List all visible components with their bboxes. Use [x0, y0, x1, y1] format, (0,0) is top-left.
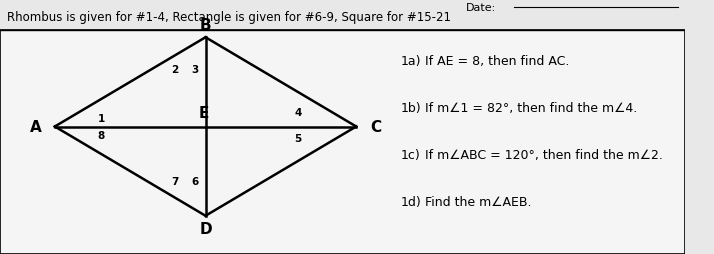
Text: 1b): 1b): [401, 102, 421, 114]
Text: 2: 2: [171, 65, 178, 75]
Text: 4: 4: [294, 108, 302, 118]
Text: C: C: [370, 120, 381, 134]
Text: Date:: Date:: [466, 3, 496, 13]
Text: Find the m∠AEB.: Find the m∠AEB.: [416, 196, 531, 208]
Text: B: B: [200, 18, 211, 33]
Text: 3: 3: [191, 65, 199, 75]
Text: 1c): 1c): [401, 149, 421, 161]
Text: 1: 1: [98, 113, 105, 123]
Text: D: D: [199, 221, 212, 236]
Text: If m∠1 = 82°, then find the m∠4.: If m∠1 = 82°, then find the m∠4.: [416, 102, 637, 114]
Text: 5: 5: [294, 133, 301, 144]
Text: E: E: [199, 106, 209, 120]
Text: If AE = 8, then find AC.: If AE = 8, then find AC.: [416, 55, 569, 67]
Text: If m∠ABC = 120°, then find the m∠2.: If m∠ABC = 120°, then find the m∠2.: [416, 149, 663, 161]
FancyBboxPatch shape: [0, 30, 685, 254]
Text: 8: 8: [98, 131, 105, 141]
Text: A: A: [30, 120, 41, 134]
Text: 1a): 1a): [401, 55, 421, 67]
Text: 7: 7: [171, 177, 178, 187]
Text: 6: 6: [191, 177, 199, 187]
Text: Rhombus is given for #1-4, Rectangle is given for #6-9, Square for #15-21: Rhombus is given for #1-4, Rectangle is …: [7, 11, 451, 24]
Text: 1d): 1d): [401, 196, 421, 208]
